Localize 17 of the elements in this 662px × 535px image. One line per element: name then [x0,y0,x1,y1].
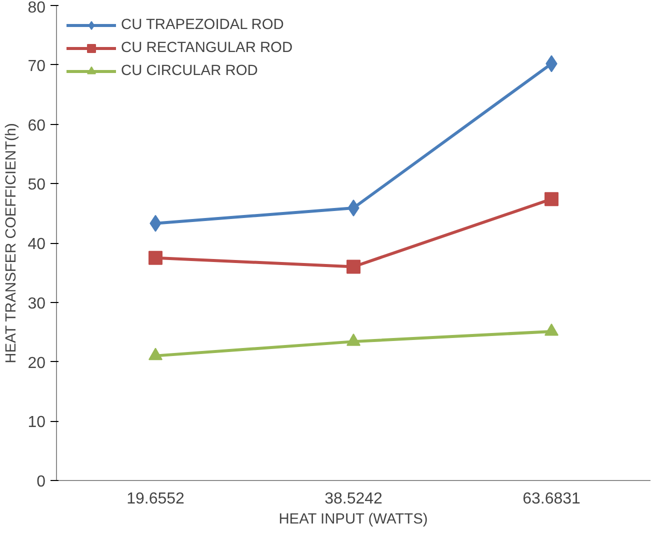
y-tick-label: 10 [28,414,46,432]
legend-label: CU RECTANGULAR ROD [121,40,293,56]
legend-label: CU CIRCULAR ROD [121,63,258,79]
y-tick-label: 80 [28,0,46,16]
x-tick-label: 63.6831 [522,490,581,508]
y-tick-label: 20 [28,354,46,372]
x-tick-label: 38.5242 [324,490,383,508]
y-tick-label: 0 [36,474,46,490]
y-tick-label: 40 [28,236,46,253]
y-tick-label: 30 [28,295,46,312]
x-tick-label: 19.6552 [126,490,185,508]
x-axis-title: HEAT INPUT (WATTS) [278,512,428,528]
y-tick-label: 70 [28,58,46,75]
y-tick-label: 60 [28,117,46,134]
y-tick-label: 50 [28,176,46,194]
y-axis-title: HEAT TRANSFER COEFFICIENT(h) [4,123,20,364]
legend-label: CU TRAPEZOIDAL ROD [121,17,284,33]
